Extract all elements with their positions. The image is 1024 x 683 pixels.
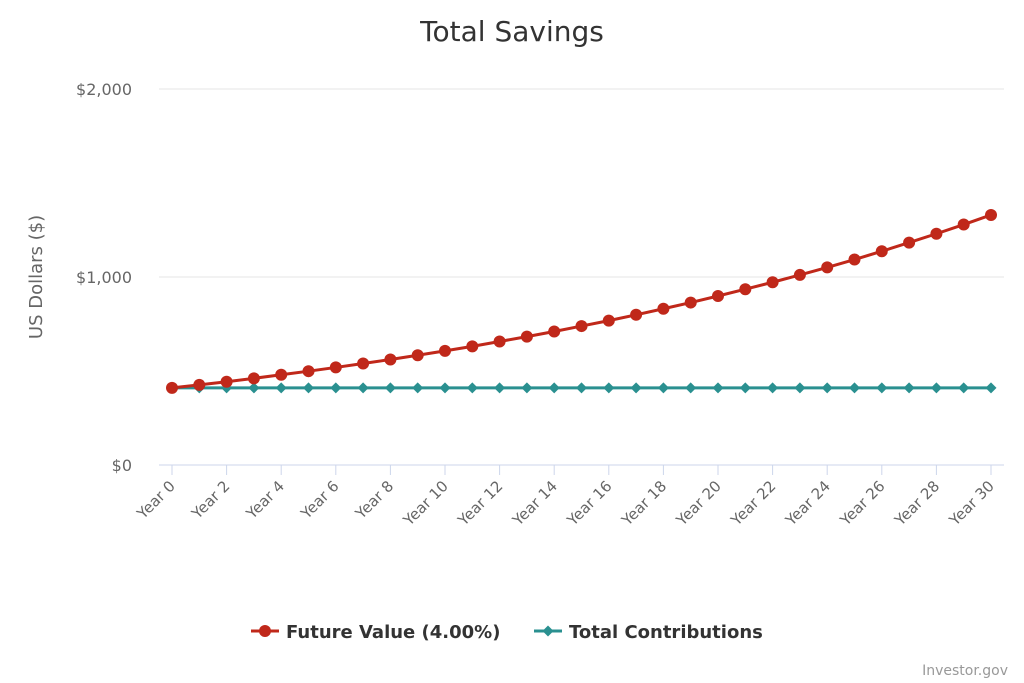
x-tick-label: Year 24 (781, 477, 834, 530)
data-point[interactable] (548, 382, 560, 394)
data-point[interactable] (876, 382, 888, 394)
x-tick-label: Year 4 (242, 477, 288, 523)
data-point[interactable] (548, 325, 561, 338)
legend-marker (542, 625, 554, 637)
data-point[interactable] (466, 340, 479, 353)
x-tick-label: Year 18 (617, 477, 670, 530)
data-point[interactable] (329, 361, 342, 374)
data-point[interactable] (930, 227, 943, 240)
data-point[interactable] (657, 382, 669, 394)
credits-link[interactable]: Investor.gov (922, 663, 1008, 679)
x-tick-label: Year 22 (727, 477, 780, 530)
data-point[interactable] (766, 276, 779, 289)
data-point[interactable] (712, 289, 724, 302)
data-point[interactable] (520, 330, 533, 343)
data-point[interactable] (220, 375, 233, 388)
data-point[interactable] (603, 382, 615, 394)
data-point[interactable] (275, 368, 288, 381)
data-point[interactable] (439, 382, 451, 394)
legend-item[interactable]: Total Contributions (534, 622, 763, 643)
data-point[interactable] (739, 283, 752, 296)
data-point[interactable] (248, 382, 260, 394)
data-point[interactable] (985, 382, 997, 394)
y-tick-label: $0 (112, 456, 132, 475)
data-point[interactable] (576, 382, 587, 394)
legend[interactable]: Future Value (4.00%) Total Contributions (251, 622, 763, 643)
data-point[interactable] (193, 378, 206, 391)
x-tick-label: Year 28 (890, 477, 943, 530)
data-point[interactable] (794, 382, 806, 394)
data-point[interactable] (303, 382, 314, 394)
data-point[interactable] (602, 314, 615, 327)
y-tick-label: $1,000 (76, 268, 132, 287)
data-point[interactable] (685, 382, 697, 394)
data-point[interactable] (848, 253, 861, 266)
x-tick-label: Year 16 (563, 477, 616, 530)
grid-lines (159, 88, 1004, 278)
data-point[interactable] (411, 349, 424, 362)
data-point[interactable] (494, 382, 506, 394)
x-tick-label: Year 6 (297, 477, 343, 523)
series-circle (166, 208, 997, 394)
data-point[interactable] (821, 382, 833, 394)
data-point[interactable] (357, 382, 369, 394)
chart-title: Total Savings (419, 15, 604, 48)
data-point[interactable] (849, 382, 860, 394)
data-point[interactable] (930, 382, 942, 394)
data-point[interactable] (384, 353, 397, 366)
data-point[interactable] (630, 382, 642, 394)
series-line (171, 213, 992, 390)
data-point[interactable] (793, 268, 806, 281)
legend-item[interactable]: Future Value (4.00%) (251, 622, 500, 643)
data-point[interactable] (957, 218, 970, 231)
data-point[interactable] (767, 382, 779, 394)
x-tick-label: Year 8 (351, 477, 397, 523)
x-tick-label: Year 10 (399, 477, 452, 530)
data-point[interactable] (630, 308, 643, 321)
data-point[interactable] (412, 382, 424, 394)
data-point[interactable] (958, 382, 970, 394)
data-point[interactable] (275, 382, 287, 394)
series-diamond (166, 382, 997, 394)
series-layer (166, 208, 997, 394)
x-axis: Year 0 Year 2 Year 4 Year 6 Year 8 Year 10 Yea… (133, 464, 1004, 530)
data-point[interactable] (739, 382, 751, 394)
y-axis-label: US Dollars ($) (26, 215, 47, 339)
x-tick-label: Year 0 (133, 477, 179, 523)
data-point[interactable] (493, 335, 506, 348)
data-point[interactable] (466, 382, 478, 394)
data-point[interactable] (247, 372, 260, 385)
data-point[interactable] (439, 344, 451, 357)
data-point[interactable] (330, 382, 342, 394)
x-tick-label: Year 2 (187, 477, 233, 523)
data-point[interactable] (821, 261, 834, 274)
data-point[interactable] (875, 245, 888, 258)
data-point[interactable] (712, 382, 724, 394)
data-point[interactable] (384, 382, 396, 394)
data-point[interactable] (657, 302, 670, 315)
y-axis-ticks: $0 $1,000 $2,000 (76, 80, 132, 475)
legend-label: Total Contributions (569, 622, 763, 643)
data-point[interactable] (985, 208, 997, 221)
y-tick-label: $2,000 (76, 80, 132, 99)
data-point[interactable] (521, 382, 533, 394)
x-tick-label: Year 30 (945, 477, 998, 530)
legend-marker (259, 625, 271, 637)
x-tick-label: Year 20 (672, 477, 725, 530)
data-point[interactable] (903, 236, 916, 249)
x-tick-label: Year 26 (836, 477, 889, 530)
data-point[interactable] (302, 365, 315, 378)
legend-label: Future Value (4.00%) (286, 622, 500, 643)
data-point[interactable] (684, 296, 697, 309)
data-point[interactable] (166, 381, 178, 394)
data-point[interactable] (575, 320, 588, 333)
data-point[interactable] (357, 357, 370, 370)
data-point[interactable] (903, 382, 915, 394)
x-tick-label: Year 12 (454, 477, 507, 530)
x-tick-label: Year 14 (508, 477, 561, 530)
